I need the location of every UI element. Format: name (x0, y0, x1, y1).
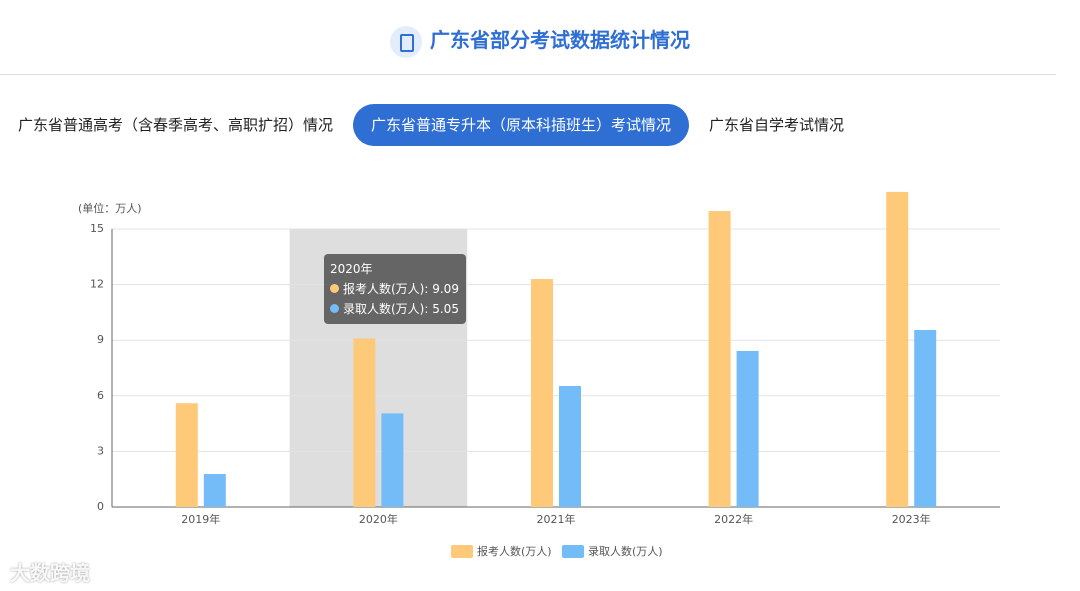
tooltip-value: 9.09 (432, 282, 459, 296)
tab-active[interactable]: 广东省普通专升本（原本科插班生）考试情况 (353, 104, 690, 146)
tooltip-name: 录取人数(万人) (343, 302, 425, 316)
tooltip-dot (330, 284, 339, 293)
bar (381, 413, 404, 507)
y-tick-label: 12 (90, 278, 104, 291)
y-tick-label: 3 (97, 444, 104, 457)
bar (736, 350, 759, 507)
unit-label: (单位：万人) (78, 201, 142, 215)
y-tick-label: 9 (97, 333, 104, 346)
tooltip-title: 2020年 (330, 262, 373, 276)
tooltip-dot (330, 304, 339, 313)
tabs: 广东省普通高考（含春季高考、高职扩招）情况 广东省普通专升本（原本科插班生）考试… (0, 104, 862, 146)
bar (708, 211, 731, 508)
bar (886, 191, 909, 507)
y-tick-label: 15 (90, 222, 104, 235)
divider (0, 74, 1056, 75)
x-tick-label: 2020年 (359, 512, 398, 526)
tooltip-row: 录取人数(万人): 5.05 (330, 299, 460, 319)
bar (914, 330, 937, 507)
x-tick-label: 2019年 (181, 512, 220, 526)
y-tick-label: 0 (97, 500, 104, 513)
bar (531, 279, 553, 507)
tab[interactable]: 广东省普通高考（含春季高考、高职扩招）情况 (18, 116, 334, 134)
header: 广东省部分考试数据统计情况 (0, 20, 1080, 60)
watermark: 大数跨境 (10, 561, 90, 585)
header-title: 广东省部分考试数据统计情况 (430, 28, 690, 52)
tooltip: 2020年 报考人数(万人): 9.09 录取人数(万人): 5.05 (324, 254, 466, 324)
bar (203, 474, 226, 507)
legend-swatch (562, 545, 584, 558)
bar (175, 403, 198, 507)
tooltip-row: 报考人数(万人): 9.09 (330, 279, 460, 299)
x-tick-label: 2022年 (714, 512, 753, 526)
x-tick-label: 2021年 (537, 512, 576, 526)
legend-label: 报考人数(万人) (477, 544, 552, 558)
header-icon (390, 25, 422, 58)
tooltip-name: 报考人数(万人) (343, 282, 425, 296)
legend-label: 录取人数(万人) (588, 545, 663, 558)
x-tick-label: 2023年 (892, 512, 931, 526)
bar (559, 385, 581, 507)
legend-swatch (451, 545, 473, 558)
bar (353, 338, 376, 507)
tab[interactable]: 广东省自学考试情况 (709, 116, 845, 134)
y-tick-label: 6 (97, 389, 104, 402)
tooltip-value: 5.05 (432, 302, 459, 316)
